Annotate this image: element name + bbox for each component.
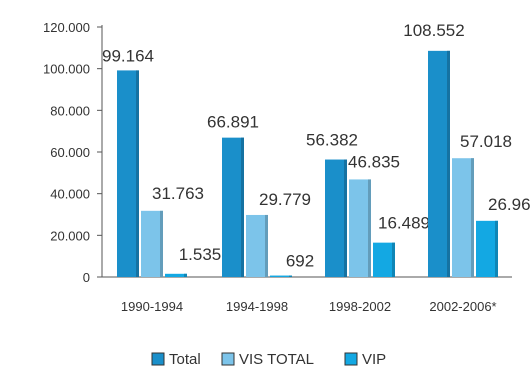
legend-label: Total xyxy=(169,351,201,368)
x-category-label: 1994-1998 xyxy=(226,299,288,314)
legend-swatch xyxy=(221,352,235,366)
legend-swatch xyxy=(344,352,358,366)
y-tick-label: 100.000 xyxy=(43,62,90,77)
data-label: 99.164 xyxy=(102,46,154,65)
data-label: 66.891 xyxy=(207,113,259,132)
y-tick-label: 80.000 xyxy=(50,103,90,118)
bar-side-shade xyxy=(495,220,498,277)
bar-side-shade xyxy=(184,273,187,277)
y-tick-label: 20.000 xyxy=(50,228,90,243)
bar-side-shade xyxy=(368,179,371,277)
bar-side-shade xyxy=(471,158,474,277)
data-label: 16.489 xyxy=(378,214,430,233)
legend-label: VIP xyxy=(362,351,386,368)
bar-total xyxy=(222,137,244,277)
bar-vip xyxy=(165,273,187,277)
y-tick-label: 0 xyxy=(83,270,90,285)
bar-vis-total xyxy=(141,210,163,277)
bar-side-shade xyxy=(241,137,244,277)
data-label: 108.552 xyxy=(403,21,464,40)
data-label: 56.382 xyxy=(306,131,358,150)
bar-side-shade xyxy=(392,242,395,277)
bar-total xyxy=(325,159,347,277)
y-tick-label: 40.000 xyxy=(50,187,90,202)
bar-vip xyxy=(476,220,498,277)
x-category-label: 1990-1994 xyxy=(121,299,183,314)
bar-side-shade xyxy=(447,50,450,277)
legend-swatch xyxy=(151,352,165,366)
bar-total xyxy=(428,50,450,277)
data-label: 1.535 xyxy=(179,245,222,264)
bar-vip xyxy=(373,242,395,277)
bar-side-shade xyxy=(136,70,139,278)
bar-vis-total xyxy=(349,179,371,277)
bar-total xyxy=(117,70,139,278)
bar-side-shade xyxy=(160,210,163,277)
y-tick-label: 60.000 xyxy=(50,145,90,160)
data-label: 26.962 xyxy=(488,195,530,214)
data-label: 29.779 xyxy=(259,190,311,209)
data-label: 692 xyxy=(286,252,314,271)
legend-label: VIS TOTAL xyxy=(239,351,314,368)
bar-side-shade xyxy=(344,159,347,277)
data-label: 31.763 xyxy=(152,184,204,203)
bar-side-shade xyxy=(289,275,292,277)
data-label: 57.018 xyxy=(460,132,512,151)
x-category-label: 2002-2006* xyxy=(429,299,496,314)
data-label: 46.835 xyxy=(348,152,400,171)
y-tick-label: 120.000 xyxy=(43,20,90,35)
x-category-label: 1998-2002 xyxy=(329,299,391,314)
bar-side-shade xyxy=(265,214,268,277)
bar-vis-total xyxy=(452,158,474,277)
bar-vip xyxy=(270,275,292,277)
bar-vis-total xyxy=(246,214,268,277)
